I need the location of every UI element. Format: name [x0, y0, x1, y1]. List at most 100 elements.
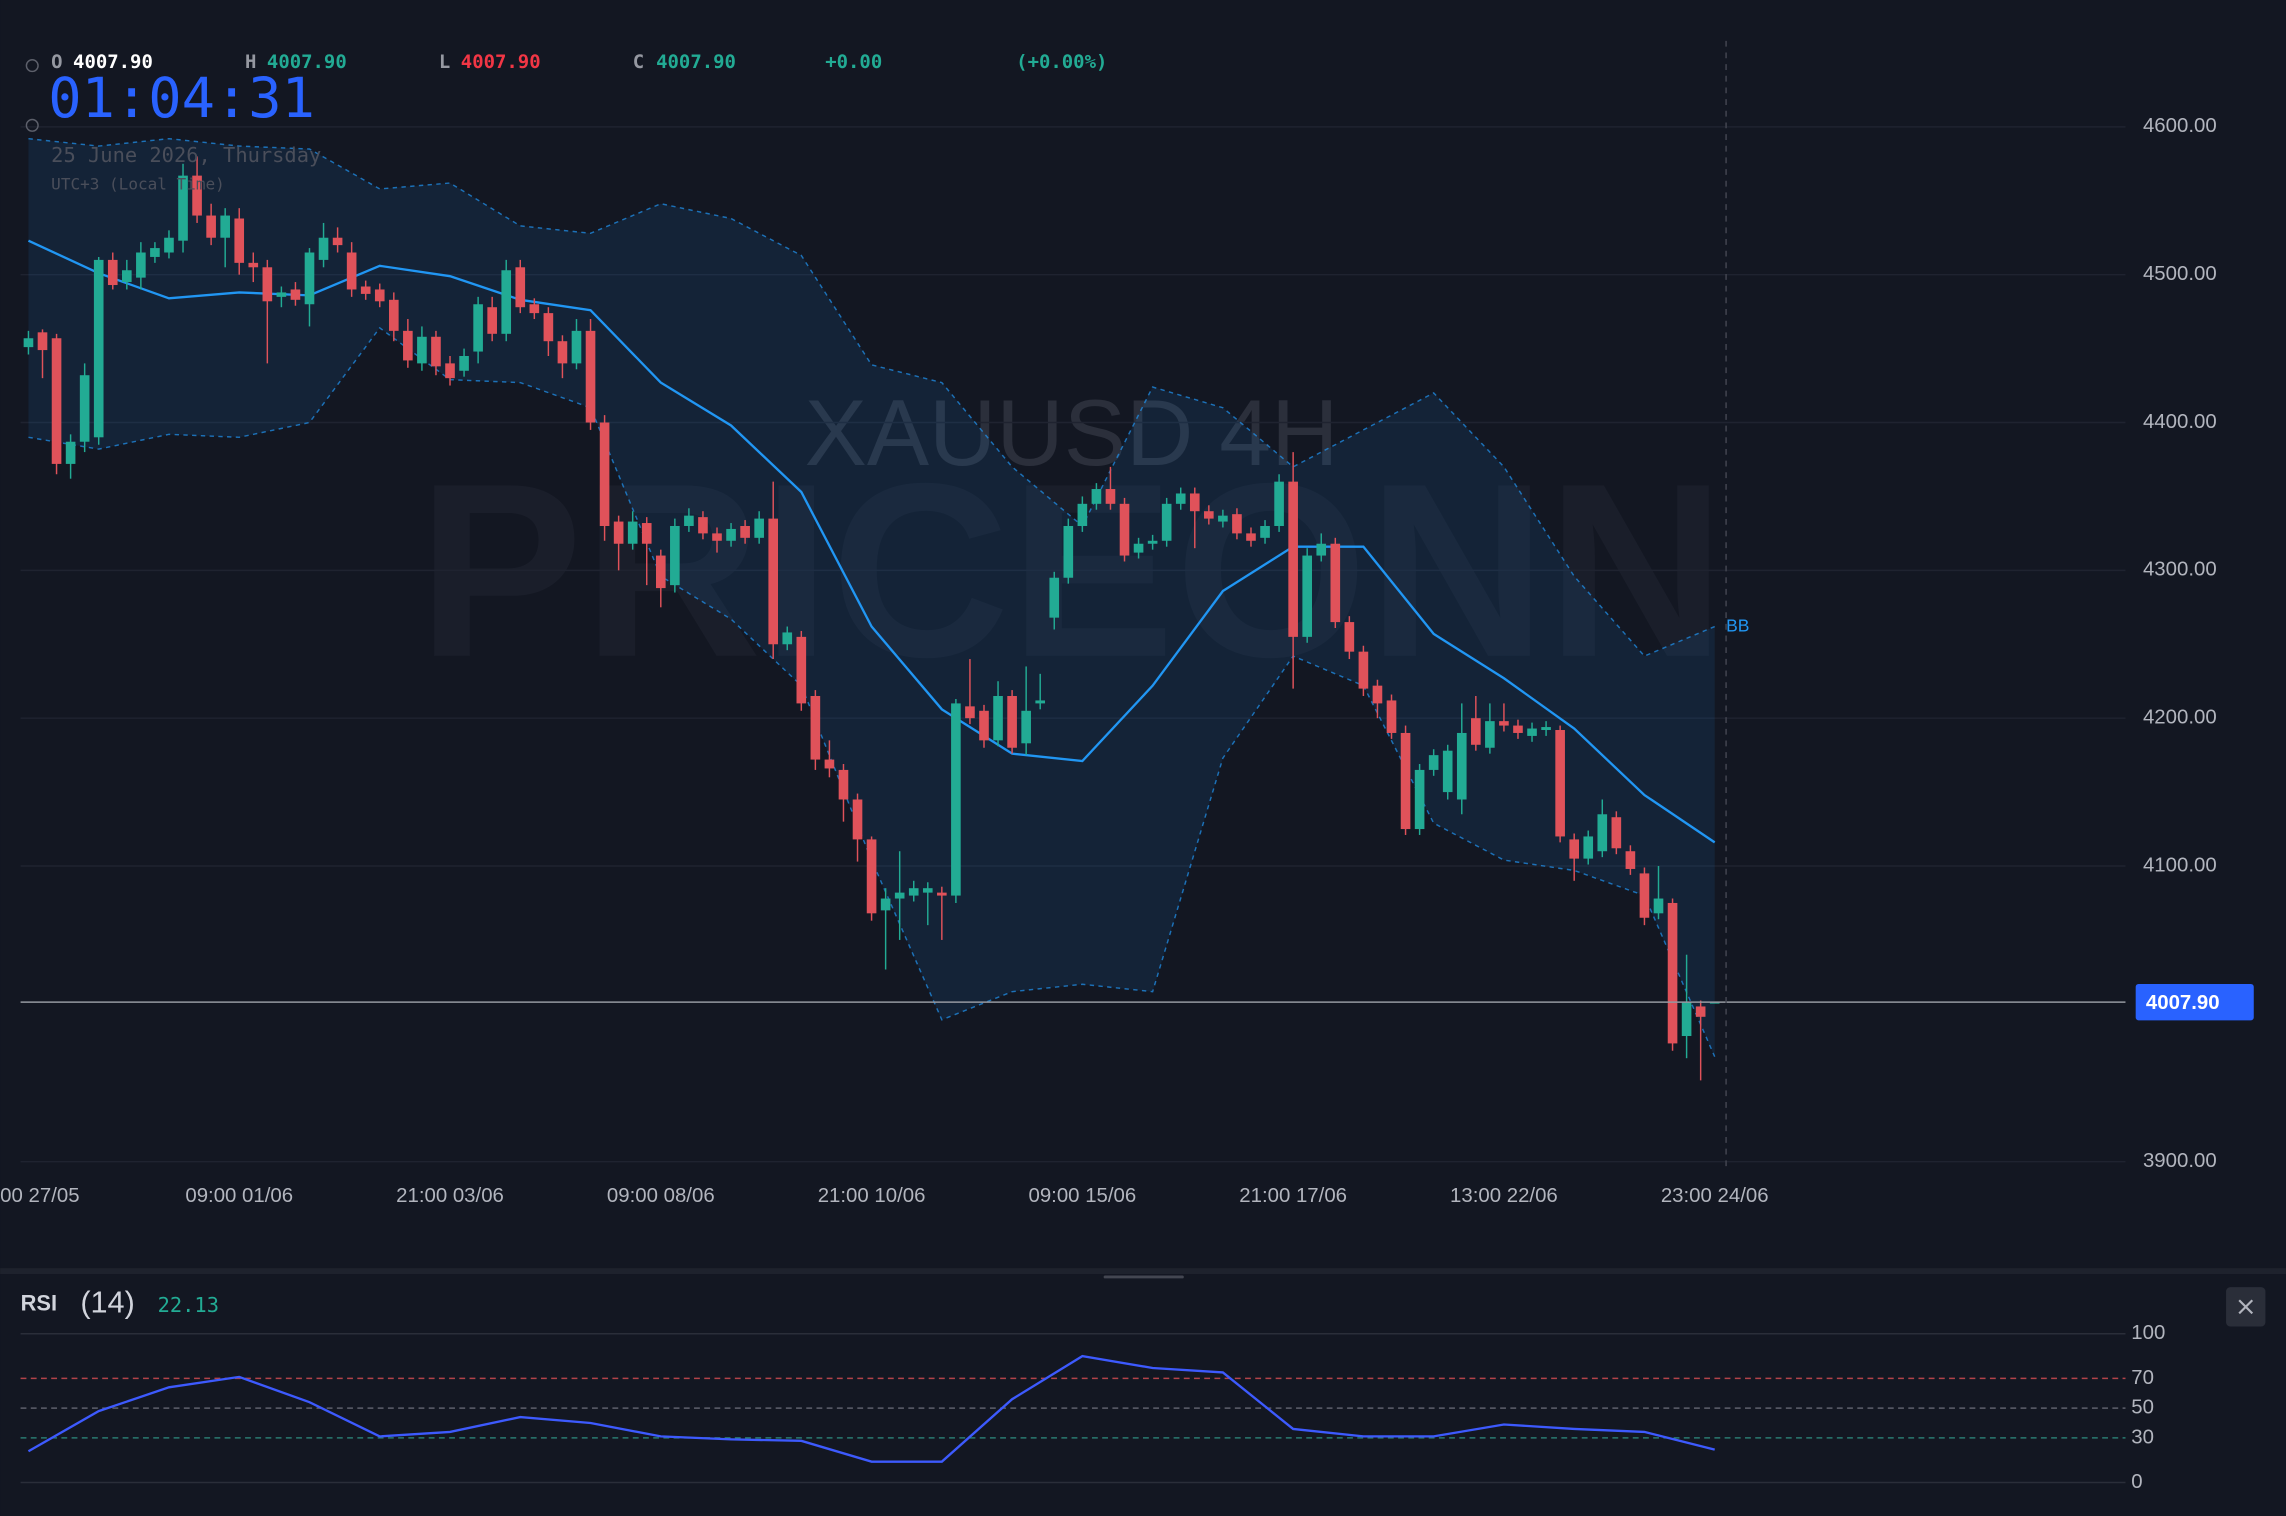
rsi-value: 22.13 [158, 1293, 219, 1317]
ohlc-header: O 4007.90 H 4007.90 L 4007.90 C 4007.90 … [25, 51, 1107, 73]
candle-body [1555, 730, 1565, 837]
close-button[interactable] [2226, 1287, 2266, 1327]
candle-body [417, 336, 427, 364]
candle-body [698, 517, 708, 534]
candle-body [1400, 732, 1411, 830]
candle-body [459, 355, 469, 371]
candle-body [880, 898, 891, 911]
candle-body [571, 330, 582, 364]
candle-body [1091, 489, 1102, 504]
candle-body [1119, 503, 1130, 556]
candle-body [51, 338, 62, 464]
candle-body [1161, 503, 1172, 541]
rsi-title: RSI [21, 1290, 57, 1315]
candle-body [164, 237, 174, 253]
y-tick-label: 4500.00 [2143, 263, 2217, 285]
candle-body [234, 218, 245, 263]
y-tick-label: 3900.00 [2143, 1150, 2217, 1172]
candle-body [1597, 814, 1608, 852]
candle-body [894, 892, 905, 899]
eye-icon[interactable] [25, 59, 39, 73]
candle-body [796, 636, 807, 704]
candle-body [1471, 718, 1481, 745]
y-tick-label: 4600.00 [2143, 115, 2217, 137]
candle-body [206, 215, 216, 238]
timezone: UTC+3 (Local Time) [51, 175, 225, 194]
price-pane: 4600.00 4500.00 4400.00 4300.00 4200.00 4100.… [0, 115, 2254, 1207]
candle-body [122, 270, 132, 283]
candle-body [1414, 769, 1425, 830]
candle-body [1316, 543, 1327, 556]
candle-body [1147, 540, 1158, 544]
close-value: 4007.90 [656, 51, 736, 73]
date: 25 June 2026, Thursday [51, 143, 321, 167]
y-tick-label: 50 [2131, 1397, 2154, 1419]
candle-body [1049, 577, 1060, 618]
candle-body [1583, 836, 1594, 859]
last-price-box [2135, 983, 2254, 1021]
candle-body [318, 237, 329, 260]
candle-body [487, 307, 497, 334]
candle-body [1386, 700, 1397, 733]
candle-body [346, 252, 357, 290]
candle-body [473, 304, 483, 352]
clock: 01:04:31 [48, 67, 315, 131]
candle-body [445, 363, 455, 379]
watermark-symbol: XAUUSD 4H [805, 381, 1339, 485]
x-tick-label: 09:00 15/06 [1029, 1185, 1137, 1207]
x-tick-label: 09:00 01/06 [185, 1185, 293, 1207]
candle-body [993, 696, 1003, 741]
candle-body [1105, 489, 1116, 504]
y-tick-label: 4400.00 [2143, 411, 2217, 433]
candle-body [726, 528, 736, 541]
candle-body [248, 262, 259, 268]
candle-body [107, 259, 118, 286]
x-tick-label: 13:00 22/06 [1450, 1185, 1558, 1207]
candle-body [431, 336, 441, 367]
x-tick-label: 21:00 10/06 [818, 1185, 926, 1207]
open-label: O [51, 51, 62, 73]
candle-body [965, 706, 975, 719]
close-icon[interactable] [2238, 1299, 2254, 1315]
candle-body [136, 252, 146, 278]
candle-body [838, 769, 849, 800]
pane-divider[interactable] [0, 1268, 2286, 1275]
divider-handle[interactable] [1103, 1275, 1184, 1279]
candle-body [304, 252, 315, 305]
candle-body [79, 375, 90, 442]
candle-body [824, 759, 835, 769]
candle-body [1232, 514, 1242, 534]
candle-body [810, 696, 821, 760]
candle-body [1681, 1002, 1692, 1037]
candle-body [670, 525, 680, 586]
eye-icon[interactable] [25, 118, 39, 132]
rsi-period: (14) [80, 1286, 134, 1320]
candle-body [1442, 750, 1453, 793]
candle-body [1302, 555, 1313, 637]
candle-body [1667, 902, 1678, 1044]
candle-body [599, 422, 610, 526]
candle-body [1260, 525, 1270, 538]
candle-body [1513, 725, 1523, 733]
candle-body [1527, 728, 1537, 736]
y-tick-label: 4300.00 [2143, 559, 2217, 581]
candle-body [192, 175, 202, 216]
candle-body [1007, 696, 1017, 748]
candle-body [23, 338, 34, 348]
candle-body [360, 286, 371, 294]
candle-body [1695, 1006, 1706, 1017]
high-value: 4007.90 [267, 51, 347, 73]
candle-body [403, 330, 413, 361]
candle-body [1246, 533, 1256, 541]
candle-body [922, 888, 933, 893]
candle-body [641, 523, 652, 544]
candle-body [1077, 503, 1088, 526]
candle-body [37, 332, 48, 351]
candle-body [515, 267, 526, 308]
x-tick-label: 09:00 08/06 [607, 1185, 715, 1207]
candle-body [1639, 873, 1650, 918]
high-label: H [245, 51, 256, 73]
rsi-line [27, 1354, 1715, 1463]
candle-body [712, 533, 722, 541]
